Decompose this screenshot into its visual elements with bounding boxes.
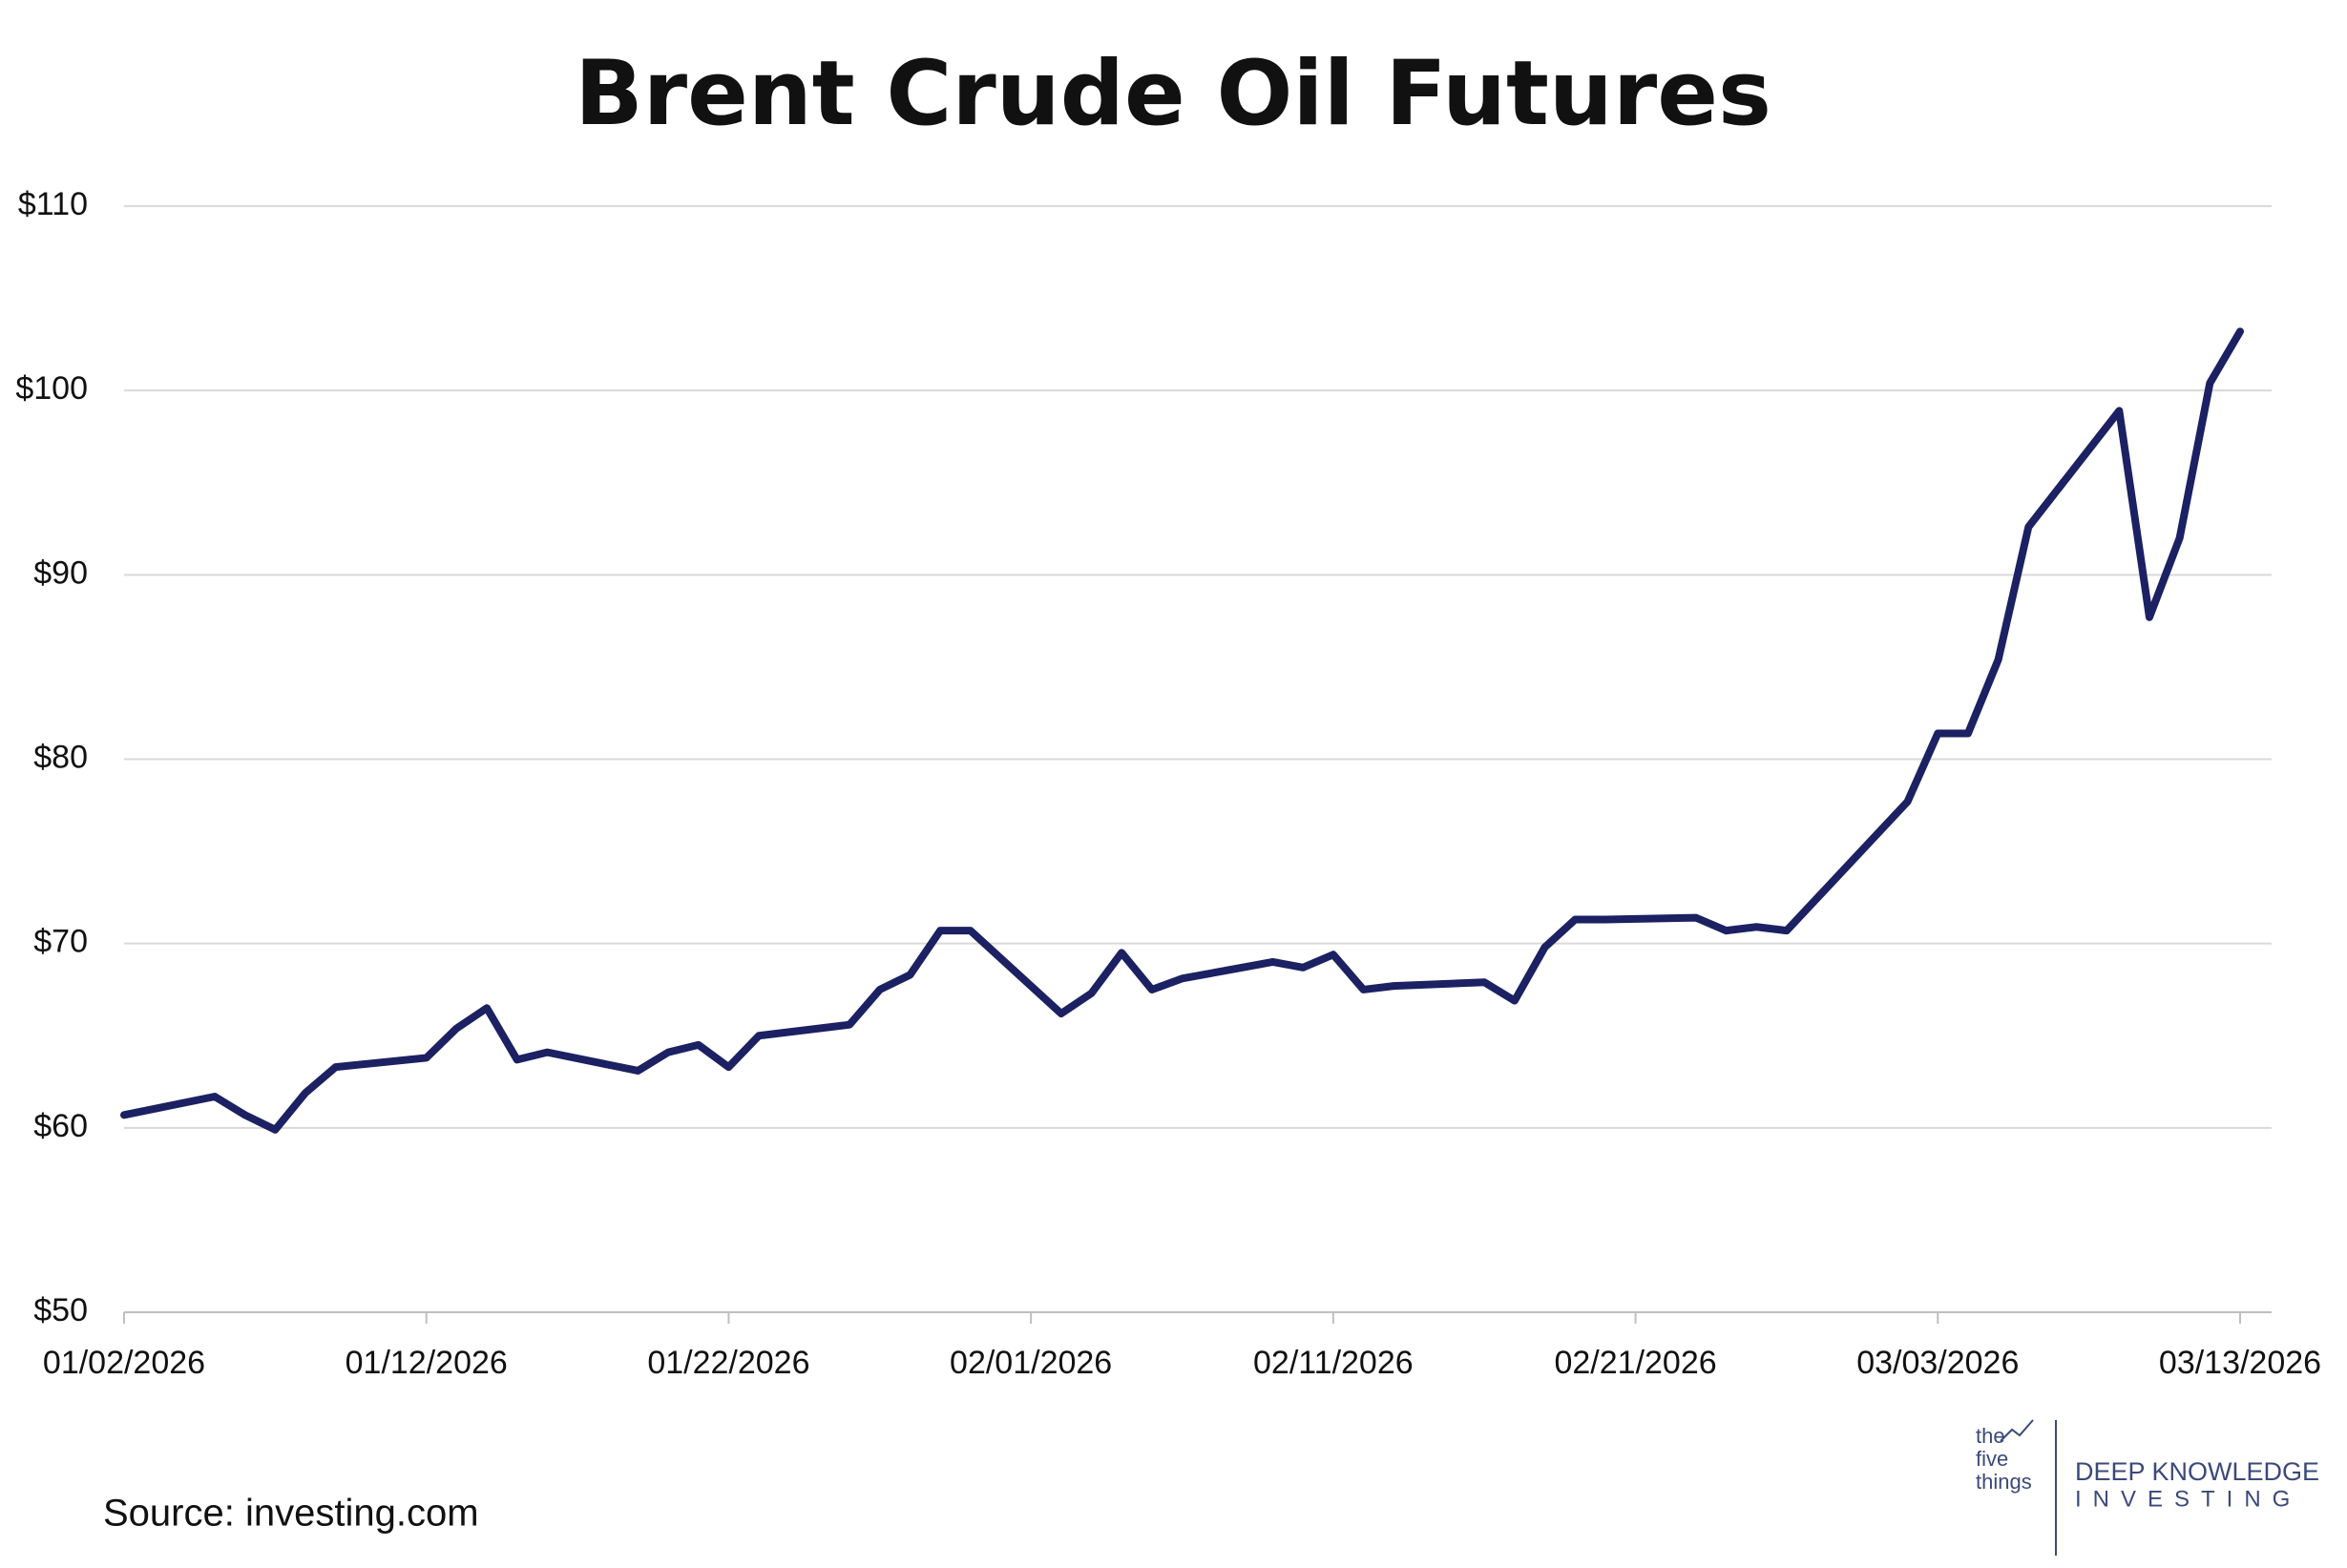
source-note: Source: investing.com — [103, 1493, 479, 1535]
logo-mark: the — [1976, 1424, 2005, 1448]
x-tick-label: 03/13/2026 — [2159, 1345, 2321, 1381]
logo-mark: five — [1976, 1447, 2008, 1471]
logo-subname: INVESTING — [2075, 1486, 2301, 1512]
logo: the five things DEEP KNOWLEDGE INVESTING — [1976, 1419, 2319, 1556]
logo-name: DEEP KNOWLEDGE — [2075, 1457, 2319, 1486]
x-tick-label: 01/22/2026 — [647, 1345, 809, 1381]
y-tick-label: $80 — [33, 739, 88, 775]
price-line — [120, 327, 2244, 1134]
y-tick-label: $110 — [18, 186, 88, 222]
y-tick-label: $100 — [15, 370, 88, 407]
x-tick-label: 02/01/2026 — [950, 1345, 1112, 1381]
y-tick-label: $70 — [33, 924, 88, 960]
x-tick-label: 02/21/2026 — [1554, 1345, 1716, 1381]
chart-title: Brent Crude Oil Futures — [575, 42, 1771, 146]
logo-mark: things — [1976, 1470, 2032, 1494]
logo-icon — [2000, 1419, 2034, 1442]
x-tick-label: 01/12/2026 — [346, 1345, 508, 1381]
x-tick-label: 01/02/2026 — [43, 1345, 205, 1381]
y-tick-label: $50 — [33, 1292, 88, 1328]
x-tick-label: 02/11/2026 — [1253, 1345, 1414, 1381]
x-tick-label: 03/03/2026 — [1856, 1345, 2019, 1381]
y-tick-label: $90 — [33, 554, 88, 591]
y-tick-label: $60 — [33, 1108, 88, 1144]
